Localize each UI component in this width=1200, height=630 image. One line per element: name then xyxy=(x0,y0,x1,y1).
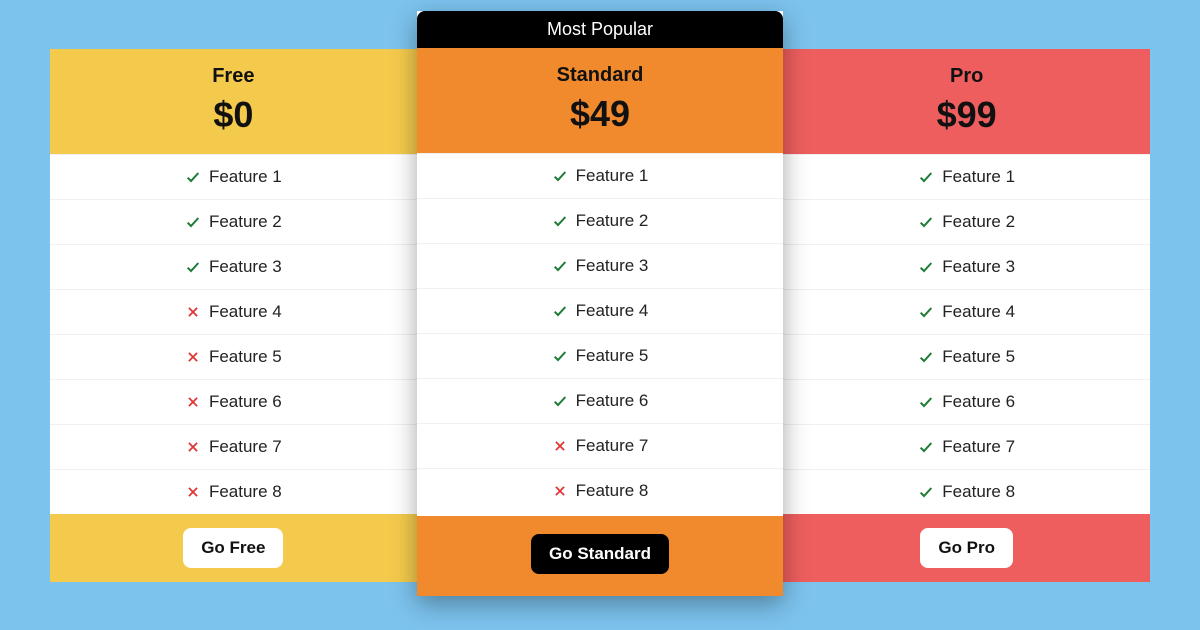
feature-row: Feature 3 xyxy=(783,244,1150,289)
feature-label: Feature 7 xyxy=(942,437,1015,457)
feature-list: Feature 1 Feature 2 Feature 3 Feature 4 Feat… xyxy=(50,154,417,514)
feature-label: Feature 5 xyxy=(576,346,649,366)
feature-row: Feature 4 xyxy=(783,289,1150,334)
cross-icon xyxy=(185,304,201,320)
plan-free: Free$0Feature 1Feature 2Feature 3Feature… xyxy=(50,49,417,582)
plan-footer: Go Pro xyxy=(783,514,1150,582)
plan-header: Pro $99 xyxy=(783,49,1150,154)
check-icon xyxy=(552,348,568,364)
feature-label: Feature 1 xyxy=(576,166,649,186)
check-icon xyxy=(918,439,934,455)
check-icon xyxy=(918,349,934,365)
check-icon xyxy=(918,259,934,275)
feature-label: Feature 4 xyxy=(209,302,282,322)
feature-label: Feature 5 xyxy=(942,347,1015,367)
feature-row: Feature 5 xyxy=(783,334,1150,379)
check-icon xyxy=(552,258,568,274)
check-icon xyxy=(918,484,934,500)
cross-icon xyxy=(185,484,201,500)
feature-label: Feature 7 xyxy=(576,436,649,456)
popular-badge: Most Popular xyxy=(417,11,784,48)
cross-icon xyxy=(552,483,568,499)
check-icon xyxy=(918,214,934,230)
check-icon xyxy=(552,168,568,184)
feature-label: Feature 2 xyxy=(576,211,649,231)
feature-row: Feature 7 xyxy=(783,424,1150,469)
cross-icon xyxy=(185,349,201,365)
plan-price: $49 xyxy=(417,93,784,135)
feature-row: Feature 3 xyxy=(417,243,784,288)
feature-label: Feature 8 xyxy=(209,482,282,502)
feature-label: Feature 1 xyxy=(942,167,1015,187)
feature-label: Feature 3 xyxy=(942,257,1015,277)
plan-name: Standard xyxy=(417,64,784,87)
feature-row: Feature 6 xyxy=(783,379,1150,424)
plan-price: $0 xyxy=(50,94,417,136)
check-icon xyxy=(185,259,201,275)
plan-footer: Go Standard xyxy=(417,516,784,596)
feature-label: Feature 1 xyxy=(209,167,282,187)
check-icon xyxy=(918,304,934,320)
feature-row: Feature 2 xyxy=(50,199,417,244)
check-icon xyxy=(918,169,934,185)
feature-row: Feature 1 xyxy=(783,154,1150,199)
plan-pro: Pro$99Feature 1Feature 2Feature 3Feature… xyxy=(783,49,1150,582)
feature-row: Feature 7 xyxy=(50,424,417,469)
pricing-table: Free$0Feature 1Feature 2Feature 3Feature… xyxy=(50,49,1150,582)
cross-icon xyxy=(185,394,201,410)
check-icon xyxy=(552,393,568,409)
feature-row: Feature 8 xyxy=(417,468,784,513)
feature-row: Feature 2 xyxy=(417,198,784,243)
feature-label: Feature 6 xyxy=(576,391,649,411)
feature-row: Feature 5 xyxy=(417,333,784,378)
feature-label: Feature 3 xyxy=(576,256,649,276)
check-icon xyxy=(552,303,568,319)
feature-label: Feature 3 xyxy=(209,257,282,277)
check-icon xyxy=(918,394,934,410)
feature-row: Feature 4 xyxy=(50,289,417,334)
feature-label: Feature 4 xyxy=(942,302,1015,322)
feature-list: Feature 1 Feature 2 Feature 3 Feature 4 Feat… xyxy=(783,154,1150,514)
feature-row: Feature 8 xyxy=(50,469,417,514)
check-icon xyxy=(185,214,201,230)
feature-label: Feature 2 xyxy=(942,212,1015,232)
feature-label: Feature 4 xyxy=(576,301,649,321)
feature-row: Feature 7 xyxy=(417,423,784,468)
feature-row: Feature 8 xyxy=(783,469,1150,514)
feature-label: Feature 5 xyxy=(209,347,282,367)
feature-label: Feature 2 xyxy=(209,212,282,232)
check-icon xyxy=(185,169,201,185)
feature-row: Feature 3 xyxy=(50,244,417,289)
cta-pro-button[interactable]: Go Pro xyxy=(920,528,1013,568)
feature-row: Feature 2 xyxy=(783,199,1150,244)
feature-row: Feature 6 xyxy=(50,379,417,424)
feature-label: Feature 8 xyxy=(942,482,1015,502)
feature-list: Feature 1 Feature 2 Feature 3 Feature 4 Feat… xyxy=(417,153,784,516)
plan-header: Free $0 xyxy=(50,49,417,154)
cross-icon xyxy=(185,439,201,455)
feature-row: Feature 1 xyxy=(50,154,417,199)
feature-label: Feature 7 xyxy=(209,437,282,457)
feature-row: Feature 1 xyxy=(417,153,784,198)
plan-header: Standard $49 xyxy=(417,48,784,153)
feature-label: Feature 6 xyxy=(209,392,282,412)
cta-free-button[interactable]: Go Free xyxy=(183,528,283,568)
plan-name: Free xyxy=(50,65,417,88)
plan-name: Pro xyxy=(783,65,1150,88)
plan-price: $99 xyxy=(783,94,1150,136)
cta-standard-button[interactable]: Go Standard xyxy=(531,534,669,574)
feature-label: Feature 6 xyxy=(942,392,1015,412)
cross-icon xyxy=(552,438,568,454)
feature-row: Feature 5 xyxy=(50,334,417,379)
feature-row: Feature 4 xyxy=(417,288,784,333)
plan-standard: Most PopularStandard$49Feature 1Feature … xyxy=(417,11,784,596)
feature-label: Feature 8 xyxy=(576,481,649,501)
feature-row: Feature 6 xyxy=(417,378,784,423)
plan-footer: Go Free xyxy=(50,514,417,582)
check-icon xyxy=(552,213,568,229)
